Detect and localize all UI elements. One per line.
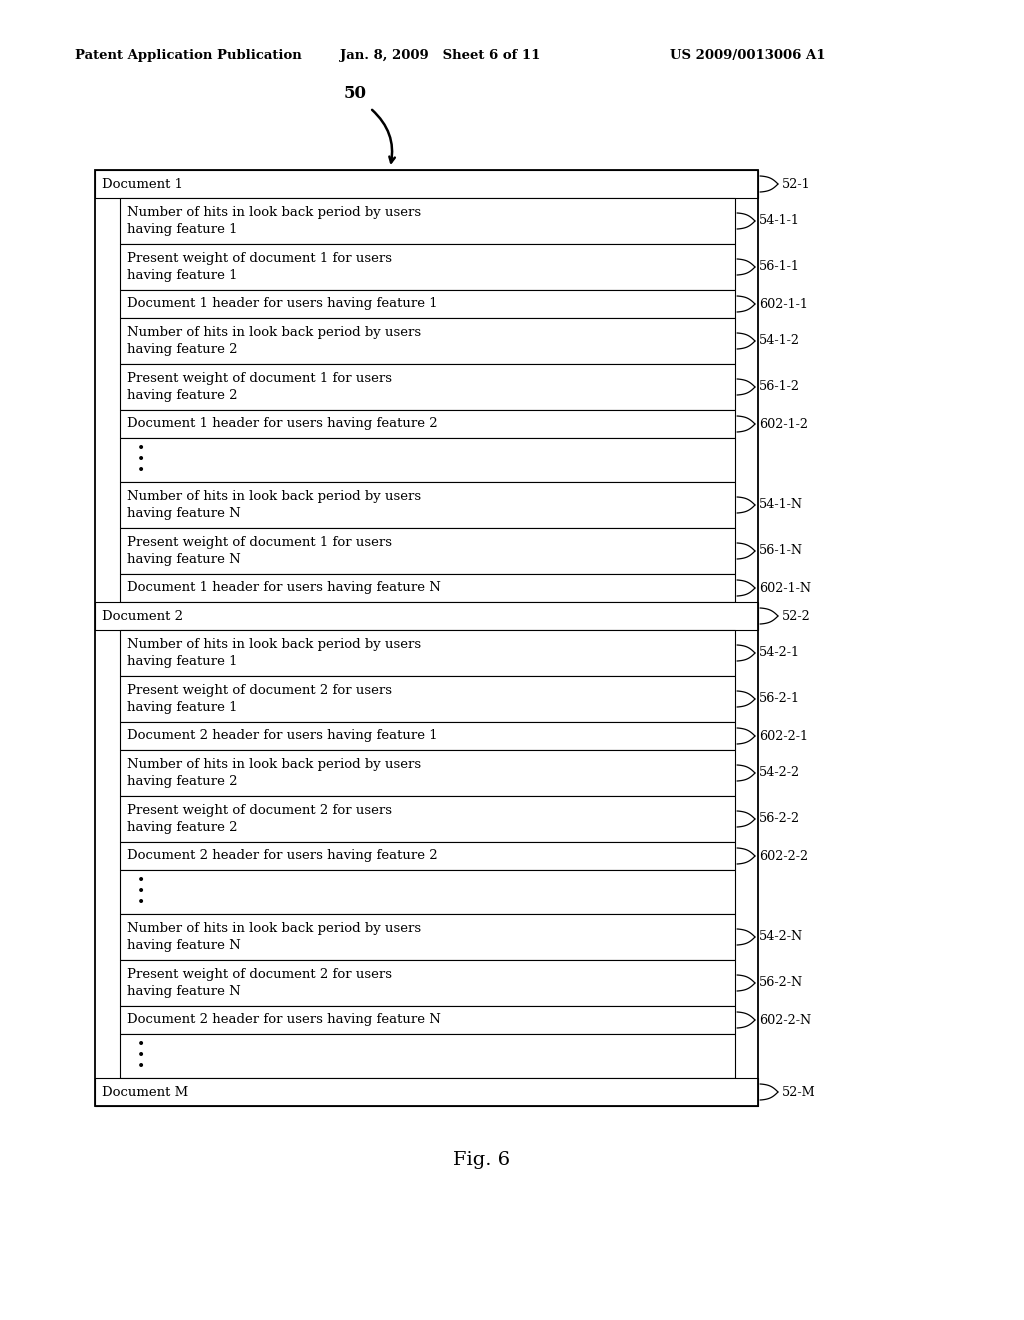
Text: US 2009/0013006 A1: US 2009/0013006 A1 <box>670 49 825 62</box>
Bar <box>120 528 735 574</box>
Text: Present weight of document 1 for users
having feature 2: Present weight of document 1 for users h… <box>127 372 392 401</box>
Text: 54-2-2: 54-2-2 <box>759 767 800 780</box>
Text: Document M: Document M <box>102 1085 188 1098</box>
Text: Document 2: Document 2 <box>102 610 183 623</box>
Text: Document 2 header for users having feature 2: Document 2 header for users having featu… <box>127 850 437 862</box>
Text: Document 1 header for users having feature 1: Document 1 header for users having featu… <box>127 297 437 310</box>
Text: 602-2-1: 602-2-1 <box>759 730 808 742</box>
Text: 54-1-2: 54-1-2 <box>759 334 800 347</box>
Bar <box>120 1006 735 1034</box>
Text: •: • <box>137 884 145 899</box>
Text: •: • <box>137 465 145 478</box>
Bar <box>120 630 735 676</box>
Bar <box>120 722 735 750</box>
Bar <box>120 198 735 244</box>
Bar <box>120 913 735 960</box>
Bar <box>120 482 735 528</box>
Text: Number of hits in look back period by users
having feature 1: Number of hits in look back period by us… <box>127 639 421 668</box>
Text: •: • <box>137 874 145 888</box>
Text: Present weight of document 2 for users
having feature N: Present weight of document 2 for users h… <box>127 969 392 998</box>
Bar <box>120 796 735 842</box>
Text: Jan. 8, 2009   Sheet 6 of 11: Jan. 8, 2009 Sheet 6 of 11 <box>340 49 541 62</box>
Text: Present weight of document 2 for users
having feature 2: Present weight of document 2 for users h… <box>127 804 392 834</box>
Bar <box>95 170 758 1106</box>
Text: Present weight of document 2 for users
having feature 1: Present weight of document 2 for users h… <box>127 684 392 714</box>
Text: Document 1: Document 1 <box>102 177 183 190</box>
Text: Fig. 6: Fig. 6 <box>454 1151 511 1170</box>
Text: 50: 50 <box>343 84 367 102</box>
Bar <box>120 750 735 796</box>
Text: •: • <box>137 442 145 455</box>
Text: 56-1-N: 56-1-N <box>759 544 803 557</box>
Text: Number of hits in look back period by users
having feature 1: Number of hits in look back period by us… <box>127 206 421 236</box>
Text: Document 1 header for users having feature N: Document 1 header for users having featu… <box>127 582 441 594</box>
Text: Present weight of document 1 for users
having feature N: Present weight of document 1 for users h… <box>127 536 392 566</box>
Text: 54-2-1: 54-2-1 <box>759 647 800 660</box>
Text: 54-1-1: 54-1-1 <box>759 214 800 227</box>
Text: 52-2: 52-2 <box>782 610 811 623</box>
Bar <box>95 602 758 630</box>
Text: •: • <box>137 1049 145 1063</box>
Text: Number of hits in look back period by users
having feature 2: Number of hits in look back period by us… <box>127 758 421 788</box>
Text: 52-M: 52-M <box>782 1085 816 1098</box>
Bar <box>95 170 758 198</box>
Bar <box>120 1034 735 1078</box>
Text: 56-2-N: 56-2-N <box>759 977 803 990</box>
Bar <box>120 960 735 1006</box>
Bar <box>120 290 735 318</box>
Text: Patent Application Publication: Patent Application Publication <box>75 49 302 62</box>
Bar <box>120 364 735 411</box>
Text: •: • <box>137 453 145 467</box>
Text: Number of hits in look back period by users
having feature N: Number of hits in look back period by us… <box>127 490 421 520</box>
Bar <box>120 676 735 722</box>
Text: Present weight of document 1 for users
having feature 1: Present weight of document 1 for users h… <box>127 252 392 281</box>
Text: Document 1 header for users having feature 2: Document 1 header for users having featu… <box>127 417 437 430</box>
Bar <box>120 870 735 913</box>
Bar <box>95 1078 758 1106</box>
Text: 54-1-N: 54-1-N <box>759 499 803 511</box>
Text: 56-2-1: 56-2-1 <box>759 693 800 705</box>
Text: Document 2 header for users having feature N: Document 2 header for users having featu… <box>127 1014 441 1027</box>
Text: 602-1-N: 602-1-N <box>759 582 811 594</box>
Text: 602-1-1: 602-1-1 <box>759 297 808 310</box>
Bar <box>120 244 735 290</box>
Text: •: • <box>137 1038 145 1052</box>
Text: 602-1-2: 602-1-2 <box>759 417 808 430</box>
Text: Number of hits in look back period by users
having feature N: Number of hits in look back period by us… <box>127 923 421 952</box>
Bar <box>120 438 735 482</box>
Bar <box>120 842 735 870</box>
Bar <box>120 574 735 602</box>
Text: 56-1-2: 56-1-2 <box>759 380 800 393</box>
Text: 52-1: 52-1 <box>782 177 811 190</box>
Text: •: • <box>137 896 145 909</box>
Text: Number of hits in look back period by users
having feature 2: Number of hits in look back period by us… <box>127 326 421 356</box>
Text: Document 2 header for users having feature 1: Document 2 header for users having featu… <box>127 730 437 742</box>
Text: 56-1-1: 56-1-1 <box>759 260 800 273</box>
Bar <box>120 411 735 438</box>
Text: •: • <box>137 1060 145 1074</box>
Text: 54-2-N: 54-2-N <box>759 931 803 944</box>
Text: 602-2-2: 602-2-2 <box>759 850 808 862</box>
Text: 602-2-N: 602-2-N <box>759 1014 811 1027</box>
Bar <box>120 318 735 364</box>
Text: 56-2-2: 56-2-2 <box>759 813 800 825</box>
